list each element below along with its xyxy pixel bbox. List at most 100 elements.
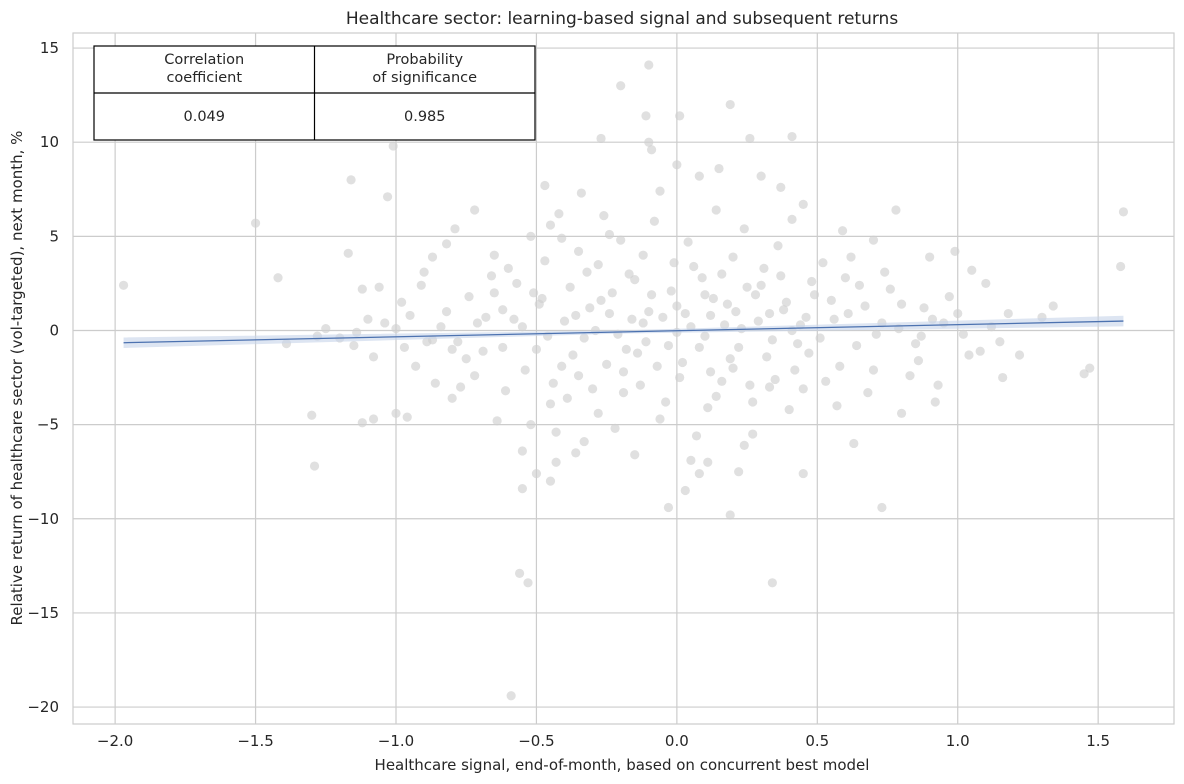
scatter-point (472, 318, 483, 328)
scatter-point (607, 288, 617, 298)
scatter-point (846, 252, 856, 262)
y-axis-ticks: −20 −15 −10 −5 0 5 10 15 (27, 39, 59, 716)
x-tick-label: −1.0 (378, 732, 414, 750)
scatter-point (531, 468, 542, 479)
table-value-cell: 0.985 (404, 109, 446, 125)
scatter-point (641, 111, 651, 121)
scatter-point (711, 391, 721, 401)
scatter-point (582, 267, 592, 277)
scatter-point (368, 352, 379, 362)
scatter-point (725, 510, 735, 520)
scatter-point (489, 288, 499, 298)
scatter-point (919, 303, 929, 313)
y-tick-label: −15 (27, 604, 59, 622)
scatter-point (478, 346, 488, 356)
scatter-point (470, 205, 480, 215)
regression-line (123, 320, 1124, 344)
scatter-point (441, 239, 452, 249)
scatter-point (661, 397, 671, 407)
scatter-point (798, 384, 808, 394)
scatter-point (995, 337, 1005, 347)
scatter-point (784, 404, 794, 415)
scatter-point (517, 446, 527, 456)
scatter-point (677, 357, 688, 368)
scatter-point (680, 308, 690, 319)
scatter-point (981, 278, 991, 289)
scatter-point (573, 246, 584, 257)
scatter-point (616, 81, 626, 91)
scatter-point (750, 290, 761, 300)
scatter-point (793, 339, 803, 349)
scatter-point (627, 314, 637, 324)
scatter-point (573, 371, 584, 381)
scatter-point (880, 267, 890, 277)
scatter-point (748, 429, 758, 439)
scatter-point (998, 372, 1008, 383)
scatter-point (593, 408, 603, 418)
scatter-point (498, 342, 508, 353)
scatter-point (711, 205, 721, 215)
scatter-point (514, 568, 525, 578)
scatter-point (691, 431, 702, 441)
scatter-point (405, 310, 415, 321)
scatter-point (635, 380, 645, 390)
scatter-point (854, 280, 865, 290)
scatter-point (672, 160, 682, 170)
scatter-point (745, 133, 755, 144)
scatter-point (447, 393, 457, 403)
scatter-point (447, 344, 457, 354)
scatter-point (506, 691, 516, 701)
scatter-point (630, 450, 640, 460)
scatter-point (705, 367, 716, 377)
scatter-point (663, 340, 674, 351)
y-axis-label: Relative return of healthcare sector (vo… (8, 131, 26, 626)
scatter-point (349, 340, 359, 351)
scatter-point (411, 361, 421, 371)
scatter-point (1079, 369, 1089, 379)
scatter-point (868, 365, 879, 375)
x-axis-ticks: −2.0 −1.5 −1.0 −0.5 0.0 0.5 1.0 1.5 (97, 732, 1110, 750)
scatter-point (427, 252, 438, 262)
scatter-point (748, 397, 758, 407)
scatter-point (346, 175, 356, 185)
scatter-point (416, 280, 426, 290)
scatter-point (787, 131, 797, 142)
scatter-point (720, 320, 730, 330)
scatter-point (461, 354, 471, 364)
scatter-point (821, 376, 831, 386)
x-tick-label: −2.0 (97, 732, 133, 750)
x-tick-label: 1.5 (1086, 732, 1110, 750)
table-value-cell: 0.049 (183, 109, 225, 125)
scatter-point (689, 261, 699, 272)
scatter-point (436, 322, 446, 332)
scatter-point (517, 484, 527, 494)
x-tick-label: 0.5 (805, 732, 829, 750)
scatter-point (964, 350, 974, 360)
table-header-cell: Correlation coefficient (164, 52, 244, 86)
scatter-point (526, 420, 536, 430)
scatter-point (835, 361, 845, 371)
scatter-point (630, 275, 640, 285)
scatter-point (860, 301, 870, 311)
scatter-point (618, 388, 629, 398)
chart-title: Healthcare sector: learning-based signal… (346, 9, 898, 29)
scatter-point (399, 342, 410, 353)
scatter-point (1085, 363, 1095, 373)
scatter-point (616, 235, 626, 245)
scatter-points (118, 60, 1129, 701)
scatter-point (837, 226, 848, 236)
scatter-point (703, 457, 713, 467)
scatter-point (453, 337, 463, 347)
scatter-point (1014, 350, 1025, 360)
scatter-point (725, 99, 735, 110)
scatter-point (402, 412, 412, 422)
scatter-point (455, 382, 466, 392)
x-tick-label: 0.0 (665, 732, 689, 750)
scatter-point (913, 356, 924, 366)
y-tick-label: 0 (49, 321, 59, 339)
y-tick-label: 5 (49, 227, 59, 245)
scatter-point (1116, 261, 1126, 272)
scatter-point (380, 318, 390, 328)
x-tick-label: −0.5 (518, 732, 554, 750)
scatter-point (534, 299, 544, 309)
